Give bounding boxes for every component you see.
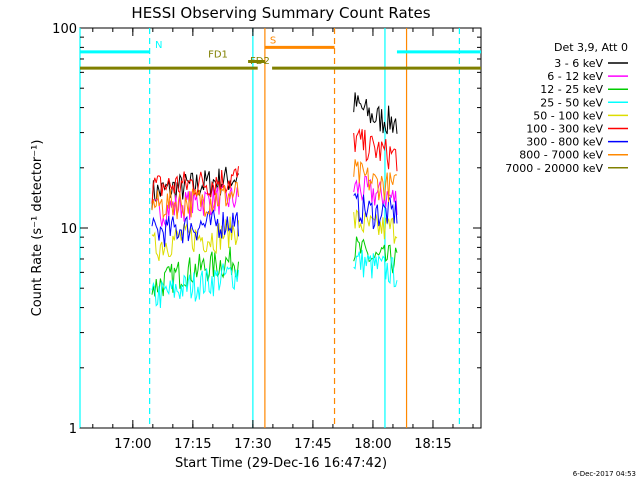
series-line <box>353 159 398 203</box>
legend-header: Det 3,9, Att 0 <box>554 41 628 54</box>
legend-label: 12 - 25 keV <box>540 83 603 96</box>
legend-label: 50 - 100 keV <box>533 109 603 122</box>
legend-label: 800 - 7000 keV <box>519 149 603 162</box>
generated-timestamp: 6-Dec-2017 04:53 <box>573 470 636 478</box>
y-tick-label: 1 <box>69 422 77 437</box>
series-line <box>151 209 239 247</box>
series-lines <box>151 92 398 309</box>
x-axis-label: Start Time (29-Dec-16 16:47:42) <box>175 456 387 471</box>
y-axis-ticks: 1 10 100 <box>52 22 481 437</box>
legend-label: 7000 - 20000 keV <box>505 162 603 175</box>
y-tick-label: 100 <box>52 22 77 37</box>
series-line <box>353 249 398 288</box>
flag-label: FD1 <box>208 49 228 60</box>
series-line <box>353 127 398 172</box>
flag-label: S <box>270 35 276 46</box>
legend-label: 3 - 6 keV <box>554 57 603 70</box>
x-axis-ticks: 17:00 17:15 17:30 17:45 18:00 18:15 <box>92 28 474 452</box>
flag-label: FD2 <box>250 56 270 67</box>
series-line <box>151 181 239 220</box>
legend-label: 300 - 800 keV <box>526 136 603 149</box>
legend-label: 6 - 12 keV <box>547 70 603 83</box>
series-line <box>151 216 239 262</box>
y-axis-label: Count Rate (s⁻¹ detector⁻¹) <box>30 140 45 317</box>
x-tick-label: 18:00 <box>354 437 391 452</box>
plot-area: N S FD1 FD2 1 10 100 17:00 17:15 17:30 17:45 18:0… <box>52 22 482 452</box>
series-line <box>353 175 398 216</box>
x-tick-label: 17:30 <box>234 437 271 452</box>
x-tick-label: 17:00 <box>114 437 151 452</box>
plot-frame <box>79 27 482 429</box>
series-line <box>353 236 398 274</box>
series-line <box>151 263 239 309</box>
x-tick-label: 17:15 <box>174 437 211 452</box>
series-line <box>353 192 398 230</box>
y-tick-label: 10 <box>60 222 77 237</box>
chart-title: HESSI Observing Summary Count Rates <box>131 4 430 22</box>
legend-label: 100 - 300 keV <box>526 123 603 136</box>
flag-bars: N S FD1 FD2 <box>80 35 481 70</box>
flag-label: N <box>155 40 162 51</box>
x-tick-label: 17:45 <box>294 437 331 452</box>
series-line <box>353 92 398 135</box>
legend-label: 25 - 50 keV <box>540 96 603 109</box>
vertical-markers <box>79 28 460 428</box>
x-tick-label: 18:15 <box>414 437 451 452</box>
